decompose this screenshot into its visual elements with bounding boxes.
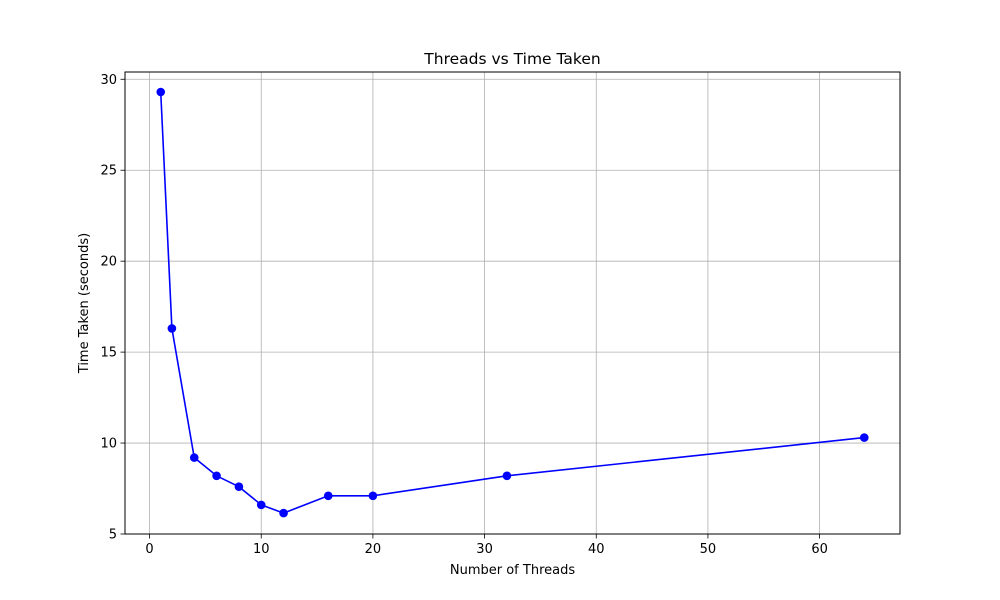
x-tick-label: 20 xyxy=(365,542,382,557)
data-point xyxy=(167,324,177,333)
y-tick-label: 15 xyxy=(100,346,117,361)
x-tick-label: 40 xyxy=(588,542,605,557)
chart-title: Threads vs Time Taken xyxy=(423,50,600,68)
y-tick-label: 20 xyxy=(100,255,117,270)
series-layer xyxy=(156,87,869,518)
data-point xyxy=(256,500,266,510)
data-point xyxy=(212,471,221,481)
data-point xyxy=(859,433,869,442)
grid xyxy=(125,72,900,535)
x-tick-label: 30 xyxy=(476,542,493,557)
data-point xyxy=(502,471,512,481)
data-point xyxy=(368,491,378,501)
x-tick-label: 10 xyxy=(253,542,270,557)
tick-layer: 0 10 20 30 40 50 60 5 10 15 20 25 30 xyxy=(100,73,827,557)
y-tick-label: 25 xyxy=(100,164,117,179)
data-point xyxy=(189,453,199,462)
data-point xyxy=(279,508,288,518)
data-point xyxy=(323,491,333,501)
x-tick-label: 50 xyxy=(700,542,717,557)
y-axis-label: Time Taken (seconds) xyxy=(77,233,92,374)
x-axis-label: Number of Threads xyxy=(450,563,575,578)
data-point xyxy=(156,87,166,97)
x-tick-label: 60 xyxy=(811,542,828,557)
x-tick-label: 0 xyxy=(145,542,153,557)
y-tick-label: 10 xyxy=(100,437,117,452)
plot-frame xyxy=(124,71,901,535)
y-tick-label: 30 xyxy=(100,73,117,88)
data-point xyxy=(234,482,244,492)
y-tick-label: 5 xyxy=(109,528,117,543)
